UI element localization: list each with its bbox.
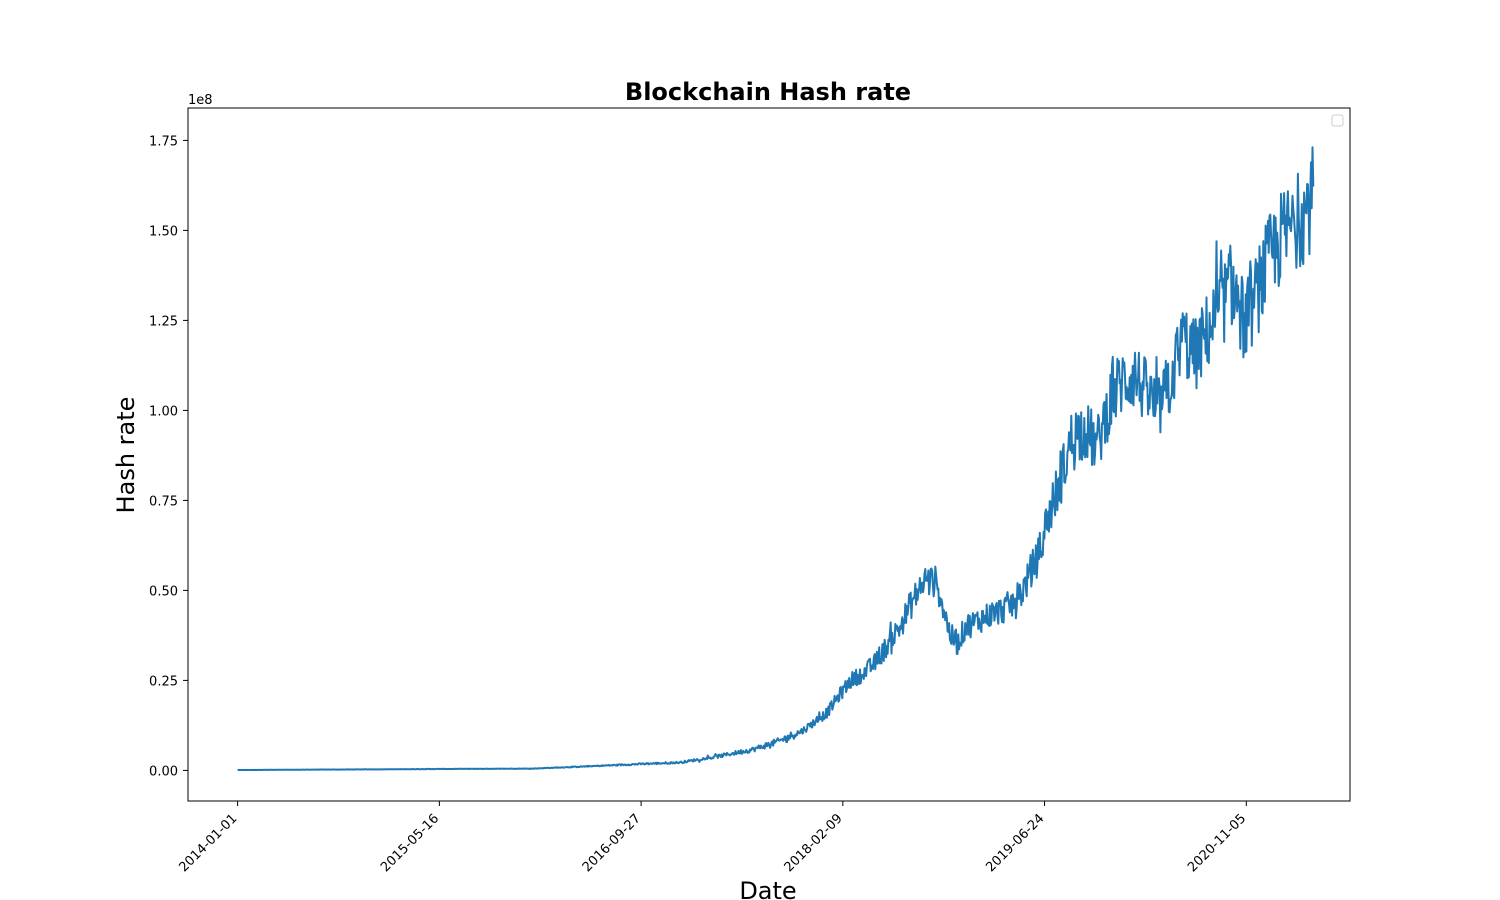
x-axis-label: Date: [739, 877, 796, 900]
plot-area: [237, 146, 1315, 772]
y-tick-label: 1.50: [149, 224, 178, 239]
y-axis-offset-label: 1e8: [188, 93, 213, 108]
legend-box: [1331, 114, 1344, 127]
y-tick-label: 1.00: [149, 404, 178, 419]
hash-rate-series-line: [237, 146, 1315, 772]
y-tick-label: 0.00: [149, 764, 178, 779]
y-tick-label: 0.75: [149, 494, 178, 509]
y-axis-ticks: 0.00 0.25 0.50 0.75 1.00 1.25 1.50 1.75: [149, 134, 188, 779]
plot-frame: [187, 107, 1351, 802]
chart-title: Blockchain Hash rate: [625, 78, 911, 106]
y-tick-label: 1.25: [149, 314, 178, 329]
y-axis-label: Hash rate: [112, 397, 140, 514]
y-tick-label: 1.75: [149, 134, 178, 149]
y-tick-label: 0.50: [149, 584, 178, 599]
y-tick-label: 0.25: [149, 674, 178, 689]
